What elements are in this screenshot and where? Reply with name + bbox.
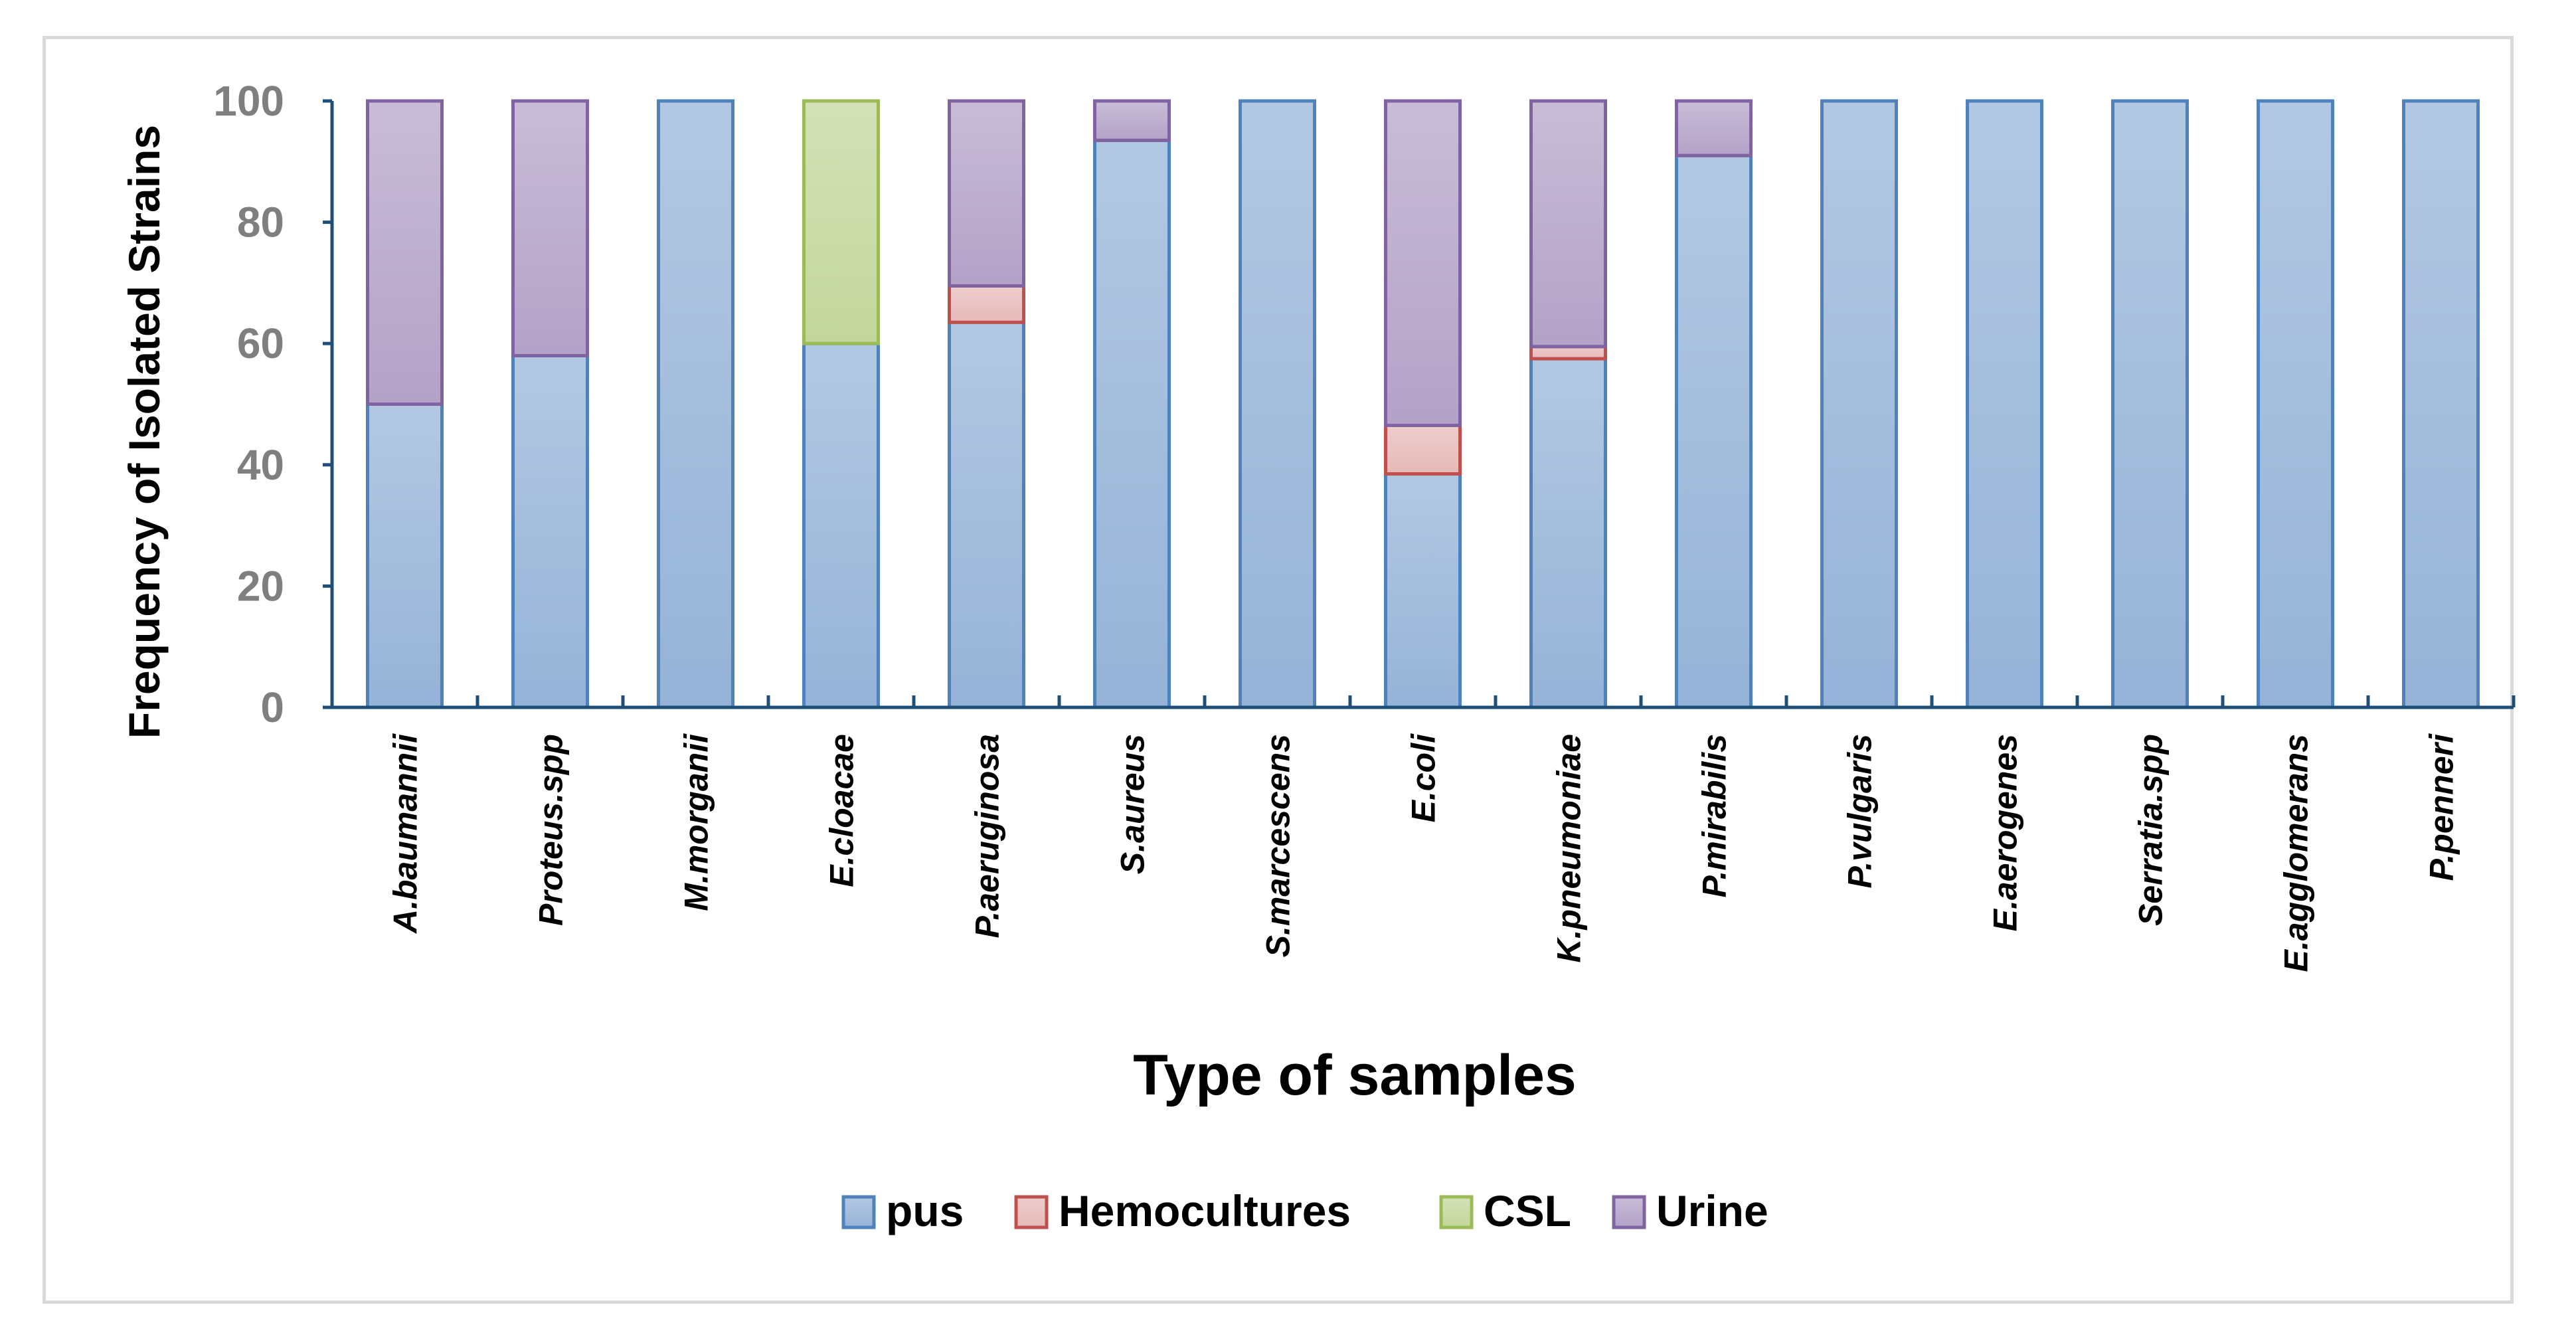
- y-tick-label-100: 100: [213, 77, 284, 125]
- y-tick-label-20: 20: [237, 562, 284, 610]
- x-tick-label-m-morganii: M.morganii: [678, 733, 715, 911]
- bar-a-baumannii-urine: [366, 99, 444, 406]
- y-tick-labels: 0 20 40 60 80 100: [213, 77, 284, 731]
- x-tick-label-k-pneumoniae: K.pneumoniae: [1551, 734, 1588, 962]
- y-axis-title: Frequency of Isolated Strains: [120, 125, 169, 739]
- bars-layer: [366, 99, 2480, 709]
- x-tick-label-s-aureus: S.aureus: [1114, 734, 1152, 874]
- y-tick-label-80: 80: [237, 199, 284, 246]
- bar-e-cloacae-pus: [802, 341, 880, 709]
- bar-s-aureus-pus: [1093, 138, 1171, 709]
- legend-label-urine: Urine: [1656, 1186, 1768, 1235]
- x-tick-label-p-mirabilis: P.mirabilis: [1696, 734, 1733, 897]
- legend-item-pus: pus: [841, 1186, 964, 1235]
- bar-a-baumannii-pus: [366, 402, 444, 709]
- legend-swatch-urine: [1612, 1195, 1646, 1229]
- bar-p-mirabilis-urine: [1675, 99, 1753, 157]
- legend: pus Hemocultures CSL Urine: [841, 1186, 1768, 1235]
- legend-label-pus: pus: [886, 1186, 964, 1235]
- y-tick-label-0: 0: [260, 683, 284, 731]
- bar-e-agglomerans-pus: [2257, 99, 2334, 709]
- bar-e-coli-hemocultures: [1384, 424, 1462, 476]
- x-tick-label-a-baumannii: A.baumannii: [387, 733, 424, 935]
- legend-swatch-hemocultures: [1014, 1195, 1049, 1229]
- bar-m-morganii-pus: [657, 99, 734, 709]
- bar-proteus-spp-pus: [511, 354, 589, 709]
- legend-item-urine: Urine: [1612, 1186, 1768, 1235]
- legend-label-hemocultures: Hemocultures: [1059, 1186, 1351, 1235]
- legend-item-csl: CSL: [1439, 1186, 1571, 1235]
- bar-e-coli-pus: [1384, 472, 1462, 709]
- legend-label-csl: CSL: [1484, 1186, 1571, 1235]
- x-tick-label-p-penneri: P.penneri: [2423, 733, 2460, 881]
- bar-k-pneumoniae-urine: [1529, 99, 1607, 349]
- y-tick-label-60: 60: [237, 319, 284, 367]
- x-tick-label-p-aeruginosa: P.aeruginosa: [969, 734, 1006, 939]
- legend-swatch-pus: [841, 1195, 876, 1229]
- y-tick-label-40: 40: [237, 441, 284, 489]
- x-tick-label-e-coli: E.coli: [1405, 733, 1442, 822]
- bar-p-aeruginosa-hemocultures: [948, 284, 1025, 324]
- x-tick-label-p-vulgaris: P.vulgaris: [1842, 734, 1879, 889]
- x-tick-labels: A.baumannii Proteus.spp M.morganii E.cloaca…: [387, 733, 2460, 972]
- bar-p-aeruginosa-urine: [948, 99, 1025, 288]
- bar-s-marcescens-pus: [1239, 99, 1316, 709]
- bar-e-coli-urine: [1384, 99, 1462, 427]
- bar-k-pneumoniae-hemocultures: [1529, 345, 1607, 361]
- bar-p-aeruginosa-pus: [948, 320, 1025, 709]
- bar-s-aureus-urine: [1093, 99, 1171, 142]
- x-tick-label-e-cloacae: E.cloacae: [823, 734, 861, 887]
- x-tick-label-serratia-spp: Serratia.spp: [2132, 734, 2170, 926]
- bar-e-cloacae-csl: [802, 99, 880, 345]
- bar-p-mirabilis-pus: [1675, 153, 1753, 709]
- x-tick-label-proteus-spp: Proteus.spp: [533, 734, 570, 926]
- bar-e-aerogenes-pus: [1966, 99, 2043, 709]
- x-tick-label-s-marcescens: S.marcescens: [1260, 734, 1297, 957]
- bar-proteus-spp-urine: [511, 99, 589, 357]
- bar-p-penneri-pus: [2402, 99, 2480, 709]
- x-tick-label-e-aerogenes: E.aerogenes: [1987, 734, 2024, 931]
- bar-p-vulgaris-pus: [1820, 99, 1898, 709]
- bar-serratia-spp-pus: [2111, 99, 2189, 709]
- legend-swatch-csl: [1439, 1195, 1474, 1229]
- axes-layer: [323, 99, 2516, 709]
- bar-k-pneumoniae-pus: [1529, 357, 1607, 709]
- x-axis-title: Type of samples: [1133, 1043, 1577, 1107]
- x-tick-label-e-agglomerans: E.agglomerans: [2278, 734, 2315, 972]
- legend-item-hemocultures: Hemocultures: [1014, 1186, 1351, 1235]
